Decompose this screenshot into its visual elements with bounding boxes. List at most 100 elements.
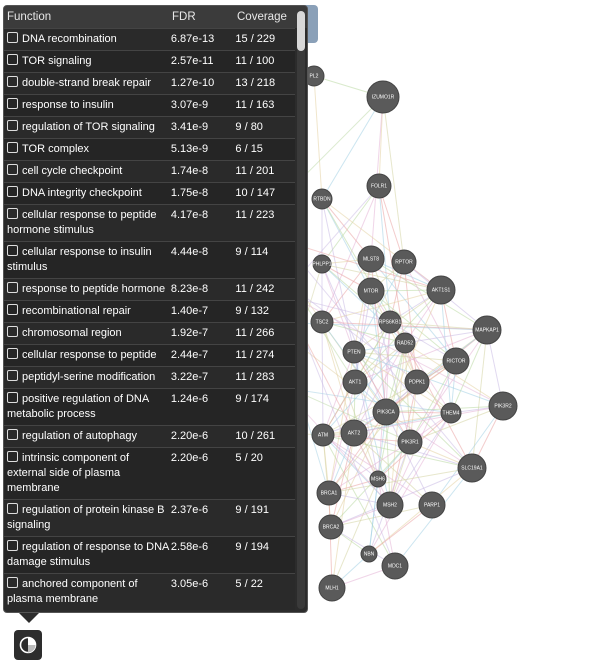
network-edge	[378, 185, 405, 263]
gene-node[interactable]: MTOR	[357, 277, 385, 305]
function-checkbox[interactable]	[7, 142, 18, 153]
gene-node-label: THEM4	[443, 410, 460, 416]
function-checkbox[interactable]	[7, 326, 18, 337]
gene-node[interactable]: RPS6KB1	[378, 310, 402, 334]
function-column-header[interactable]: Function	[7, 11, 52, 23]
function-checkbox[interactable]	[7, 164, 18, 175]
table-row[interactable]: TOR signaling 2.57e-11 11 / 100	[4, 50, 295, 72]
gene-node[interactable]: RAD52	[394, 332, 416, 354]
function-checkbox[interactable]	[7, 208, 18, 219]
table-row[interactable]: regulation of autophagy 2.20e-6 10 / 261	[4, 425, 295, 447]
gene-node[interactable]: FOLR1	[366, 173, 392, 199]
coverage-cell: 6 / 15	[235, 143, 263, 155]
functions-toggle-button[interactable]	[14, 630, 42, 660]
gene-node[interactable]: PIK3R1	[397, 429, 423, 455]
gene-node-circle	[360, 545, 378, 563]
function-checkbox[interactable]	[7, 120, 18, 131]
gene-node[interactable]: RICTOR	[442, 347, 470, 375]
fdr-cell: 1.75e-8	[170, 187, 209, 199]
table-row[interactable]: cellular response to peptide 2.44e-7 11 / …	[4, 344, 295, 366]
gene-node[interactable]: MDC1	[381, 552, 409, 580]
gene-node[interactable]: PDPK1	[404, 369, 430, 395]
function-checkbox[interactable]	[7, 304, 18, 315]
table-row[interactable]: response to peptide hormone 8.23e-8 11 / 2…	[4, 278, 295, 300]
table-row[interactable]: chromosomal region 1.92e-7 11 / 266	[4, 322, 295, 344]
table-row[interactable]: peptidyl-serine modification 3.22e-7 11 / …	[4, 366, 295, 388]
table-row[interactable]: regulation of protein kinase B signaling…	[4, 499, 295, 536]
function-checkbox[interactable]	[7, 392, 18, 403]
gene-node[interactable]: PARP1	[418, 491, 446, 519]
function-checkbox[interactable]	[7, 76, 18, 87]
table-row[interactable]: TOR complex 5.13e-9 6 / 15	[4, 138, 295, 160]
gene-node[interactable]: PL2	[303, 65, 325, 87]
function-checkbox[interactable]	[7, 54, 18, 65]
gene-node[interactable]: MLST8	[357, 245, 385, 273]
gene-node[interactable]: TSC2	[310, 310, 334, 334]
table-row[interactable]: DNA integrity checkpoint 1.75e-8 10 / 147	[4, 182, 295, 204]
network-edge	[328, 467, 473, 494]
function-cell: regulation of autophagy	[4, 429, 171, 444]
function-checkbox[interactable]	[7, 282, 18, 293]
coverage-column-header[interactable]: Coverage	[237, 11, 287, 23]
function-checkbox[interactable]	[7, 577, 18, 588]
function-checkbox[interactable]	[7, 32, 18, 43]
coverage-cell: 5 / 20	[235, 452, 263, 464]
gene-node[interactable]: AKT1	[342, 369, 368, 395]
function-checkbox[interactable]	[7, 370, 18, 381]
table-row[interactable]: cellular response to insulin stimulus 4.4…	[4, 241, 295, 278]
gene-node-circle	[394, 332, 416, 354]
scrollbar[interactable]	[297, 9, 305, 609]
scrollbar-thumb[interactable]	[297, 11, 305, 51]
table-row[interactable]: positive regulation of DNA metabolic pro…	[4, 388, 295, 425]
gene-node-circle	[366, 173, 392, 199]
gene-node[interactable]: THEM4	[440, 402, 462, 424]
gene-node[interactable]: SLC19A1	[457, 453, 487, 483]
gene-node[interactable]: RPTOR	[391, 249, 417, 275]
gene-node[interactable]: BRCA1	[316, 480, 342, 506]
gene-node[interactable]: PIK3CA	[372, 398, 400, 426]
gene-node[interactable]: ATM	[311, 423, 335, 447]
function-checkbox[interactable]	[7, 429, 18, 440]
function-cell: intrinsic component of external side of …	[4, 451, 171, 496]
fdr-column-header[interactable]: FDR	[172, 11, 196, 23]
pie-chart-icon	[19, 636, 37, 654]
gene-node[interactable]: PTEN	[342, 340, 366, 364]
function-checkbox[interactable]	[7, 245, 18, 256]
gene-node[interactable]: IZUMO1R	[366, 80, 400, 114]
table-row[interactable]: cellular response to peptide hormone sti…	[4, 204, 295, 241]
table-row[interactable]: DNA recombination 6.87e-13 15 / 229	[4, 28, 295, 50]
table-row[interactable]: regulation of response to DNA damage sti…	[4, 536, 295, 573]
gene-node[interactable]: NBN	[360, 545, 378, 563]
function-checkbox[interactable]	[7, 348, 18, 359]
table-row[interactable]: anchored component of plasma membrane 3.0…	[4, 573, 295, 610]
function-checkbox[interactable]	[7, 186, 18, 197]
gene-node[interactable]: MAPKAP1	[472, 315, 502, 345]
fdr-cell: 4.17e-8	[170, 209, 209, 221]
gene-node[interactable]: MSH2	[376, 491, 404, 519]
gene-node[interactable]: PHLPP1	[312, 254, 332, 274]
table-row[interactable]: intrinsic component of external side of …	[4, 447, 295, 499]
gene-node-circle	[357, 245, 385, 273]
gene-node[interactable]: MSH6	[369, 470, 387, 488]
table-row[interactable]: cell cycle checkpoint 1.74e-8 11 / 201	[4, 160, 295, 182]
table-row[interactable]: regulation of TOR signaling 3.41e-9 9 / 80	[4, 116, 295, 138]
gene-node[interactable]: BRCA2	[318, 514, 344, 540]
network-edge	[389, 412, 452, 506]
fdr-cell: 2.20e-6	[170, 452, 209, 464]
gene-node[interactable]: MLH1	[318, 574, 346, 602]
function-checkbox[interactable]	[7, 451, 18, 462]
function-name: response to insulin	[22, 99, 114, 111]
function-checkbox[interactable]	[7, 503, 18, 514]
coverage-cell: 11 / 201	[235, 165, 275, 177]
gene-node[interactable]: AKT1S1	[426, 275, 456, 305]
table-row[interactable]: recombinational repair 1.40e-7 9 / 132	[4, 300, 295, 322]
function-checkbox[interactable]	[7, 98, 18, 109]
gene-node-circle	[391, 249, 417, 275]
gene-node[interactable]: PIK3R2	[488, 391, 518, 421]
gene-node[interactable]: AKT2	[340, 419, 368, 447]
gene-node[interactable]: RTBDN	[311, 188, 333, 210]
table-row[interactable]: double-strand break repair 1.27e-10 13 / 2…	[4, 72, 295, 94]
table-row[interactable]: response to insulin 3.07e-9 11 / 163	[4, 94, 295, 116]
function-checkbox[interactable]	[7, 540, 18, 551]
function-name: positive regulation of DNA metabolic pro…	[7, 393, 149, 420]
